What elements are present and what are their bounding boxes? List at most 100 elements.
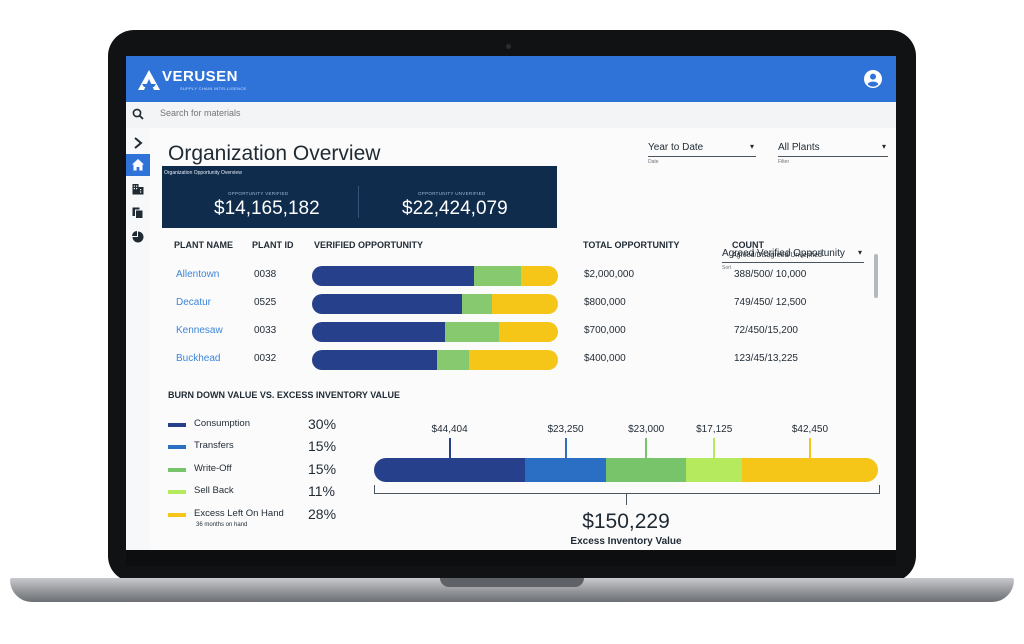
verified-opportunity-bar[interactable] — [312, 294, 558, 314]
nav-plants[interactable] — [126, 178, 150, 200]
verusen-logo[interactable]: VERUSEN SUPPLY CHAIN INTELLIGENCE — [138, 68, 248, 94]
legend-label: Transfers — [194, 440, 234, 451]
legend-label: Consumption — [194, 418, 250, 429]
disagreed-segment — [444, 322, 499, 342]
burndown-segment[interactable] — [374, 458, 526, 482]
total-opportunity: $700,000 — [584, 325, 626, 336]
main-content: Organization Overview Year to Date ▾ Dat… — [150, 128, 896, 550]
unverified-segment — [498, 322, 558, 342]
plant-filter-select[interactable]: All Plants ▾ — [778, 142, 888, 157]
verified-opportunity-bar[interactable] — [312, 266, 558, 286]
count-values: 123/45/13,225 — [734, 353, 798, 364]
search-input[interactable] — [158, 107, 462, 119]
camera-icon — [506, 44, 511, 49]
legend-item: Transfers 15% — [168, 438, 348, 456]
legend-swatch — [168, 468, 186, 472]
plant-id: 0525 — [254, 297, 277, 308]
disagreed-segment — [462, 294, 492, 314]
col-header-plant-name[interactable]: PLANT NAME — [174, 240, 233, 250]
logo-mark-icon — [138, 70, 160, 90]
expand-nav-button[interactable] — [126, 132, 150, 154]
legend-swatch — [168, 490, 186, 494]
agreed-segment — [312, 322, 445, 342]
verified-value: $14,165,182 — [214, 198, 320, 219]
col-header-verified-opportunity[interactable]: VERIFIED OPPORTUNITY — [314, 240, 424, 250]
burndown-segment[interactable] — [741, 458, 878, 482]
plant-name-link[interactable]: Allentown — [176, 269, 220, 280]
home-icon — [132, 159, 144, 171]
total-bracket-tick — [626, 493, 627, 505]
date-select-label: Date — [648, 159, 659, 165]
legend-percent: 28% — [308, 506, 337, 522]
legend-label: Write-Off — [194, 463, 232, 474]
disagreed-segment — [437, 350, 470, 370]
plant-name-link[interactable]: Kennesaw — [176, 325, 223, 336]
kpi-divider — [358, 186, 359, 218]
excess-inventory-label: Excess Inventory Value — [570, 536, 682, 547]
burndown-value-tick — [645, 438, 648, 460]
agreed-segment — [312, 266, 475, 286]
burndown-value-label: $23,000 — [628, 424, 665, 435]
legend-item: Consumption 30% — [168, 416, 348, 434]
screen-bezel — [126, 550, 896, 566]
nav-documents[interactable] — [126, 202, 150, 224]
table-scrollbar[interactable] — [874, 254, 878, 298]
unverified-segment — [469, 350, 558, 370]
plant-filter-label: Filter — [778, 159, 790, 165]
nav-reports[interactable] — [126, 226, 150, 248]
count-values: 72/450/15,200 — [734, 325, 798, 336]
burndown-segment[interactable] — [605, 458, 687, 482]
col-header-count-sub: Agreed/Disagreed/Unverified — [732, 252, 822, 259]
kpi-card-title: Organization Opportunity Overview — [164, 170, 242, 176]
burndown-segment[interactable] — [686, 458, 742, 482]
burndown-value-label: $44,404 — [431, 424, 468, 435]
date-select[interactable]: Year to Date ▾ — [648, 142, 756, 157]
unverified-label: OPPORTUNITY UNVERIFIED — [418, 191, 486, 196]
app-screen: VERUSEN SUPPLY CHAIN INTELLIGENCE — [126, 56, 896, 550]
disagreed-segment — [474, 266, 522, 286]
page-title: Organization Overview — [168, 142, 381, 165]
search-icon[interactable] — [132, 108, 144, 120]
col-header-plant-id[interactable]: PLANT ID — [252, 240, 294, 250]
col-header-count[interactable]: COUNT — [732, 240, 764, 250]
plant-name-link[interactable]: Buckhead — [176, 353, 221, 364]
building-icon — [132, 184, 144, 195]
agreed-segment — [312, 350, 438, 370]
burndown-value-label: $23,250 — [547, 424, 584, 435]
legend-sublabel: 36 months on hand — [196, 522, 248, 528]
side-nav — [126, 128, 151, 550]
unverified-value: $22,424,079 — [402, 198, 508, 219]
total-bracket — [374, 485, 880, 494]
verified-opportunity-bar[interactable] — [312, 350, 558, 370]
legend-swatch — [168, 445, 186, 449]
total-opportunity: $400,000 — [584, 353, 626, 364]
col-header-total-opportunity[interactable]: TOTAL OPPORTUNITY — [583, 240, 680, 250]
sort-select-value: Agreed Verified Opportunity — [722, 248, 845, 259]
total-opportunity: $800,000 — [584, 297, 626, 308]
chevron-down-icon: ▾ — [881, 142, 886, 151]
count-values: 388/500/ 10,000 — [734, 269, 807, 280]
legend-label: Sell Back — [194, 485, 234, 496]
search-bar — [126, 102, 896, 129]
chevron-down-icon: ▾ — [749, 142, 754, 151]
legend-percent: 30% — [308, 416, 337, 432]
legend-item: Excess Left On Hand 36 months on hand 28% — [168, 506, 348, 528]
verified-label: OPPORTUNITY VERIFIED — [228, 191, 289, 196]
burndown-value-label: $42,450 — [791, 424, 829, 435]
plant-id: 0038 — [254, 269, 277, 280]
sort-select-label: Sort — [722, 265, 732, 271]
verified-opportunity-bar[interactable] — [312, 322, 558, 342]
burndown-value-label: $17,125 — [696, 424, 733, 435]
burndown-segment[interactable] — [525, 458, 606, 482]
legend-item: Write-Off 15% — [168, 461, 348, 479]
chevron-down-icon: ▾ — [857, 248, 862, 257]
chevron-right-icon — [134, 137, 143, 149]
legend-label: Excess Left On Hand — [194, 508, 284, 519]
nav-home[interactable] — [126, 154, 150, 176]
plant-name-link[interactable]: Decatur — [176, 297, 212, 308]
plant-filter-value: All Plants — [778, 142, 820, 153]
sort-select[interactable]: Agreed Verified Opportunity ▾ — [722, 248, 864, 263]
user-account-icon[interactable] — [864, 70, 882, 88]
count-values: 749/450/ 12,500 — [734, 297, 807, 308]
logo-text: VERUSEN — [162, 68, 239, 85]
